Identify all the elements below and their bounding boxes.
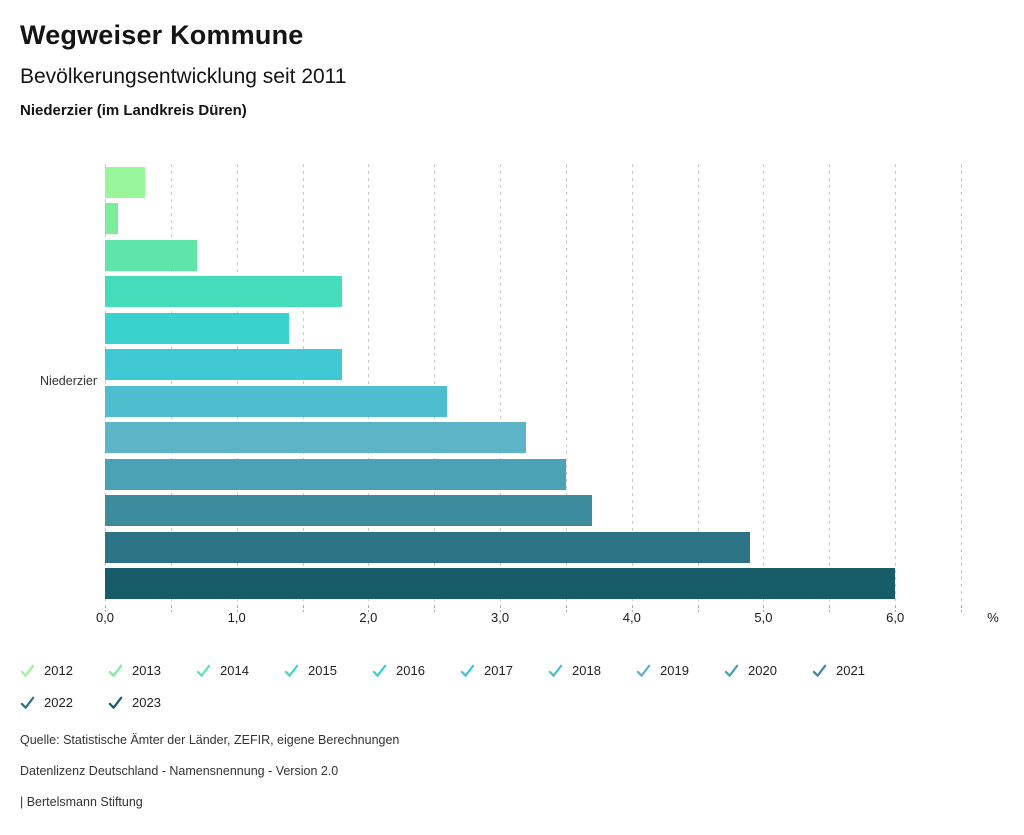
axis-tick [171, 605, 172, 612]
gridline [303, 164, 304, 602]
gridline [961, 164, 962, 602]
legend-item-2014[interactable]: 2014 [196, 654, 284, 686]
axis-tick [632, 605, 633, 612]
legend-label: 2014 [220, 662, 249, 678]
bar-2017[interactable] [105, 349, 342, 380]
bar-chart: Niederzier 0,0 1,0 2,0 3,0 4,0 5,0 6,0 % [40, 164, 999, 625]
bar-2019[interactable] [105, 422, 526, 453]
gridline [434, 164, 435, 602]
chart-location: Niederzier (im Landkreis Düren) [20, 102, 247, 119]
source-text: Quelle: Statistische Ämter der Länder, Z… [20, 733, 400, 747]
gridline [763, 164, 764, 602]
x-axis-unit-label: % [987, 610, 999, 625]
legend-label: 2023 [132, 694, 161, 710]
x-axis-tick-label: 2,0 [359, 610, 378, 625]
axis-tick [566, 605, 567, 612]
check-icon [460, 664, 475, 677]
gridline [895, 164, 896, 602]
gridline [237, 164, 238, 602]
gridline [368, 164, 369, 602]
legend-item-2015[interactable]: 2015 [284, 654, 372, 686]
legend-label: 2021 [836, 662, 865, 678]
x-axis-tick-label: 6,0 [886, 610, 905, 625]
bar-2021[interactable] [105, 495, 592, 526]
chart-header: Wegweiser Kommune Bevölkerungsentwicklun… [20, 18, 1000, 120]
legend-label: 2017 [484, 662, 513, 678]
axis-tick [829, 605, 830, 612]
axis-tick [434, 605, 435, 612]
chart-footer: Quelle: Statistische Ämter der Länder, Z… [20, 733, 399, 826]
axis-tick [237, 605, 238, 612]
gridline [829, 164, 830, 602]
gridline [566, 164, 567, 602]
bar-2016[interactable] [105, 313, 289, 344]
legend-item-2022[interactable]: 2022 [20, 686, 108, 718]
bar-2022[interactable] [105, 532, 750, 563]
axis-tick [763, 605, 764, 612]
attribution-text: | Bertelsmann Stiftung [20, 795, 143, 809]
x-axis-tick-label: 5,0 [754, 610, 773, 625]
check-icon [724, 664, 739, 677]
axis-tick [368, 605, 369, 612]
legend-label: 2015 [308, 662, 337, 678]
legend-label: 2013 [132, 662, 161, 678]
axis-tick [105, 605, 106, 612]
gridline [632, 164, 633, 602]
x-axis-tick-label: 3,0 [491, 610, 510, 625]
axis-tick [961, 605, 962, 612]
legend-item-2020[interactable]: 2020 [724, 654, 812, 686]
axis-tick [895, 605, 896, 612]
gridline [500, 164, 501, 602]
x-axis-tick-label: 0,0 [95, 610, 115, 625]
legend-label: 2012 [44, 662, 73, 678]
gridline [171, 164, 172, 602]
axis-tick [698, 605, 699, 612]
bar-2014[interactable] [105, 240, 197, 271]
check-icon [372, 664, 387, 677]
gridline [698, 164, 699, 602]
check-icon [284, 664, 299, 677]
gridline [105, 164, 106, 602]
legend-item-2021[interactable]: 2021 [812, 654, 900, 686]
check-icon [108, 696, 123, 709]
legend-label: 2016 [396, 662, 425, 678]
bar-2015[interactable] [105, 276, 342, 307]
legend-item-2017[interactable]: 2017 [460, 654, 548, 686]
axis-tick [500, 605, 501, 612]
chart-legend: 2012 2013 2014 2015 2016 2017 2018 2019 2020 2021… [20, 654, 916, 718]
axis-tick [303, 605, 304, 612]
check-icon [20, 696, 35, 709]
bar-2020[interactable] [105, 459, 566, 490]
check-icon [20, 664, 35, 677]
chart-subtitle: Bevölkerungsentwicklung seit 2011 [20, 65, 347, 88]
plot-area: 0,0 1,0 2,0 3,0 4,0 5,0 6,0 % [96, 164, 999, 625]
x-axis-tick-label: 4,0 [622, 610, 641, 625]
license-text: Datenlizenz Deutschland - Namensnennung … [20, 764, 339, 778]
bar-2012[interactable] [105, 167, 145, 198]
legend-item-2016[interactable]: 2016 [372, 654, 460, 686]
legend-item-2013[interactable]: 2013 [108, 654, 196, 686]
legend-label: 2022 [44, 694, 73, 710]
legend-label: 2018 [572, 662, 601, 678]
check-icon [108, 664, 123, 677]
page-title: Wegweiser Kommune [20, 20, 304, 50]
legend-label: 2019 [660, 662, 689, 678]
x-axis-tick-label: 1,0 [227, 610, 246, 625]
y-axis-category-label: Niederzier [40, 374, 97, 388]
check-icon [636, 664, 651, 677]
legend-item-2012[interactable]: 2012 [20, 654, 108, 686]
legend-item-2023[interactable]: 2023 [108, 686, 196, 718]
bar-2018[interactable] [105, 386, 447, 417]
legend-item-2018[interactable]: 2018 [548, 654, 636, 686]
legend-label: 2020 [748, 662, 777, 678]
check-icon [548, 664, 563, 677]
bar-2023[interactable] [105, 568, 895, 599]
check-icon [812, 664, 827, 677]
bar-2013[interactable] [105, 203, 118, 234]
legend-item-2019[interactable]: 2019 [636, 654, 724, 686]
check-icon [196, 664, 211, 677]
